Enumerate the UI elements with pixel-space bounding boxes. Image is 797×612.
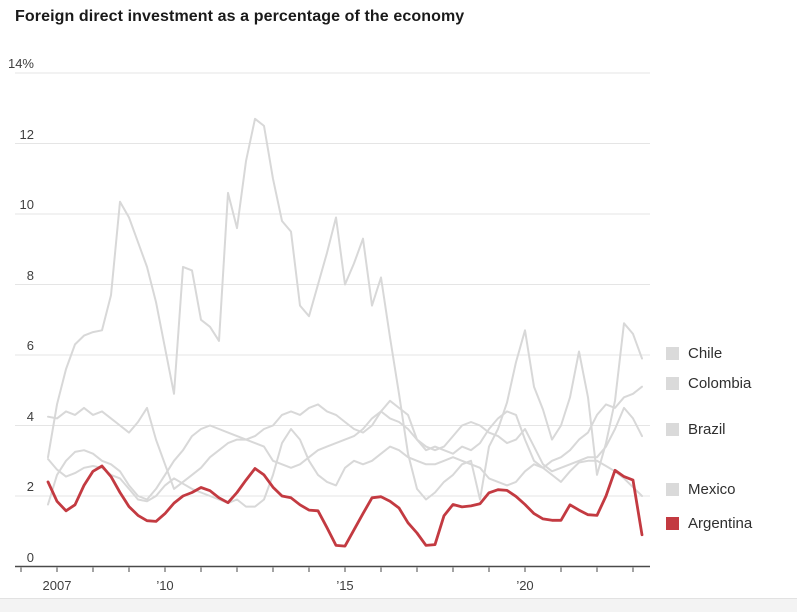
x-tick-label-2010: ’10 xyxy=(156,578,174,593)
legend-swatch-argentina xyxy=(666,516,679,530)
legend-item-argentina: Argentina xyxy=(666,514,752,532)
chart-legend: Chile Colombia Brazil Mexico Argentina xyxy=(666,0,796,612)
x-tick-label-2015: ’15 xyxy=(336,578,354,593)
legend-swatch-brazil xyxy=(666,422,679,436)
y-tick-label-6: 6 xyxy=(26,338,34,353)
legend-item-mexico: Mexico xyxy=(666,480,736,498)
x-tick-label-2020: ’20 xyxy=(516,578,534,593)
y-tick-label-14: 14% xyxy=(7,56,34,71)
legend-item-brazil: Brazil xyxy=(666,420,726,438)
legend-swatch-mexico xyxy=(666,482,679,496)
series-line-brazil xyxy=(47,406,643,506)
y-tick-label-4: 4 xyxy=(26,408,34,424)
legend-label-mexico: Mexico xyxy=(688,480,736,498)
series-line-chile xyxy=(47,117,643,501)
series-line-argentina xyxy=(46,464,644,548)
legend-label-brazil: Brazil xyxy=(688,420,726,438)
legend-label-argentina: Argentina xyxy=(688,514,753,532)
series-line-mexico xyxy=(47,428,643,508)
y-tick-label-0: 0 xyxy=(26,549,34,565)
legend-label-colombia: Colombia xyxy=(688,374,752,392)
x-tick-label-2007: 2007 xyxy=(42,578,72,593)
y-tick-label-2: 2 xyxy=(26,479,34,494)
y-tick-label-10: 10 xyxy=(19,197,34,212)
legend-item-colombia: Colombia xyxy=(666,374,751,392)
legend-swatch-colombia xyxy=(666,376,679,390)
chart-title: Foreign direct investment as a percentag… xyxy=(15,8,465,25)
y-tick-label-12: 12 xyxy=(19,126,34,142)
legend-swatch-chile xyxy=(666,346,679,360)
legend-label-chile: Chile xyxy=(688,344,723,362)
legend-item-chile: Chile xyxy=(666,344,722,362)
bottom-page-strip xyxy=(0,598,797,612)
y-tick-label-8: 8 xyxy=(26,267,34,283)
